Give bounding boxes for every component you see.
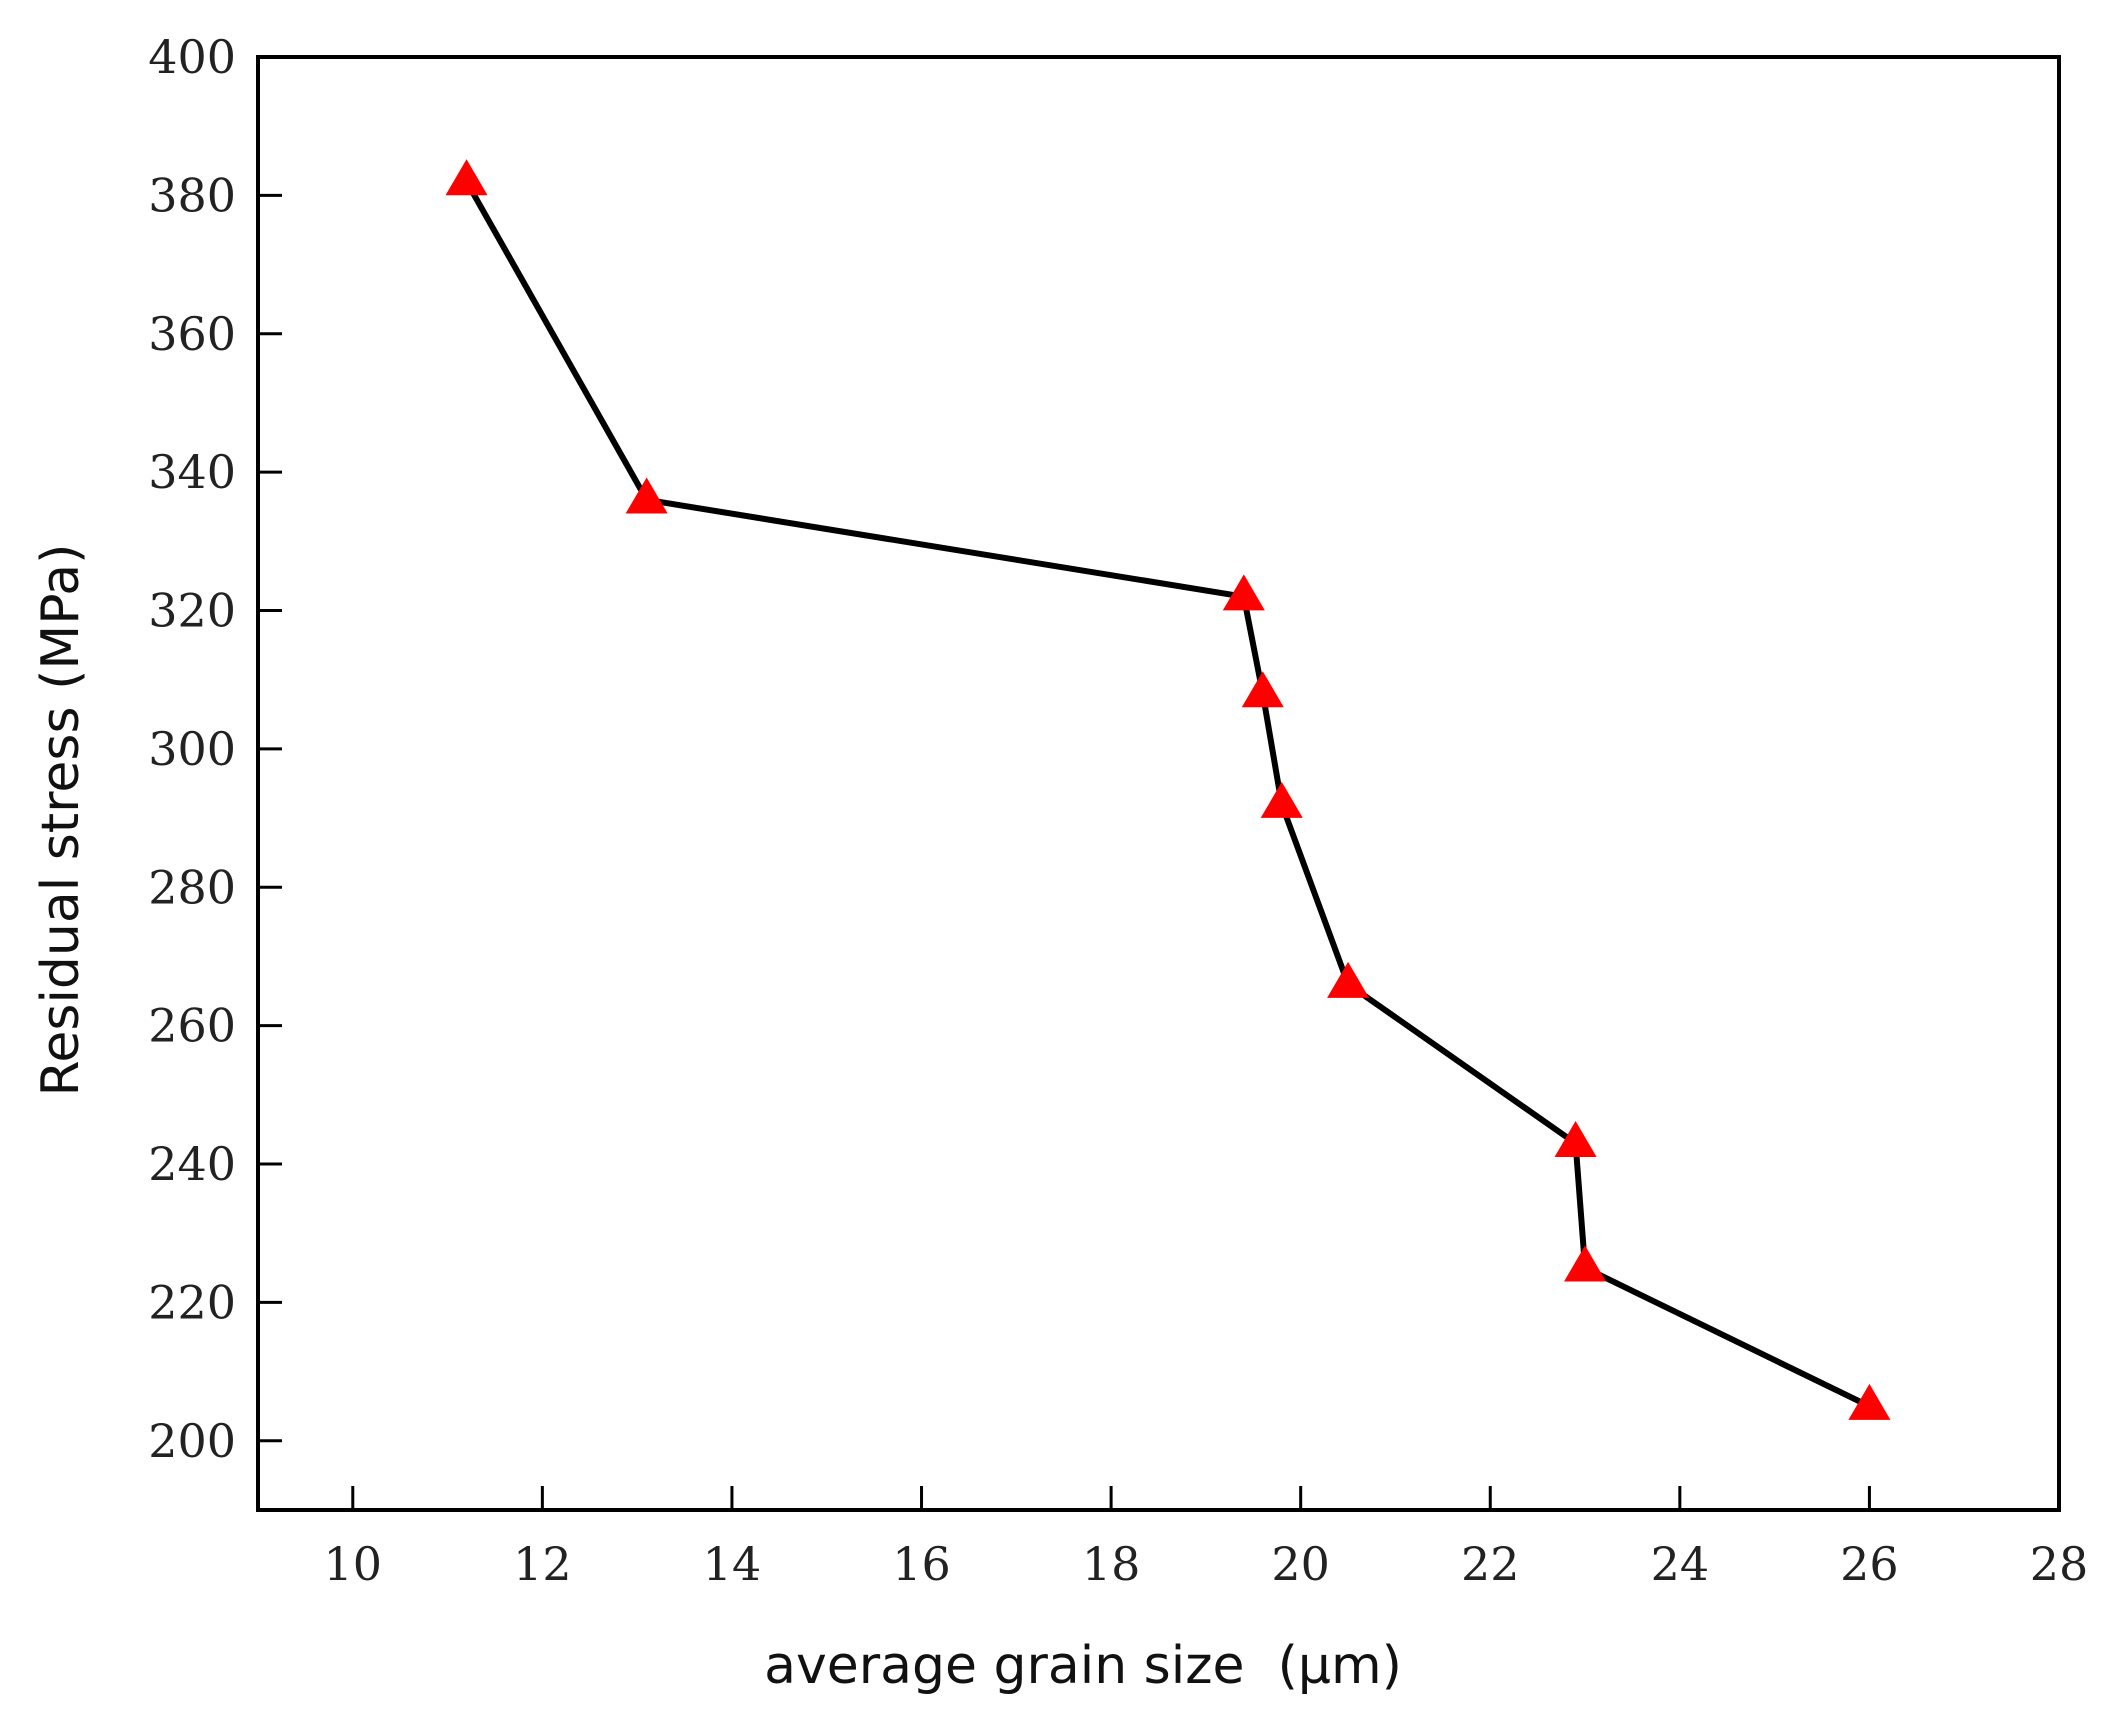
x-tick-label: 20 [1271, 1537, 1330, 1591]
y-tick-label: 380 [148, 168, 236, 222]
data-point-triangle [625, 477, 668, 514]
series-line [463, 180, 1871, 1409]
x-tick-label: 12 [513, 1537, 572, 1591]
plot-area [256, 55, 2061, 1512]
data-point-triangle [445, 159, 488, 196]
data-point-triangle [1564, 1245, 1607, 1282]
y-tick-label: 240 [148, 1137, 236, 1191]
y-tick-label: 320 [148, 584, 236, 638]
data-point-triangle [1222, 574, 1265, 611]
data-point-triangle [1848, 1383, 1891, 1420]
y-tick-label: 400 [148, 30, 236, 84]
x-axis-title: average grain size (μm) [764, 1636, 1402, 1696]
plot-frame [256, 55, 2061, 1512]
y-tick-label: 340 [148, 445, 236, 499]
x-tick-label: 26 [1840, 1537, 1899, 1591]
data-point-triangle [1327, 961, 1370, 998]
x-tick-label: 14 [703, 1537, 762, 1591]
series-layer [445, 159, 1891, 1420]
y-axis-ticks: 200 220 240 260 280 300 320 340 360 380 400 [148, 30, 282, 1468]
y-tick-label: 260 [148, 999, 236, 1053]
y-tick-label: 300 [148, 722, 236, 776]
x-axis-ticks: 10 12 14 16 18 20 22 24 26 28 [324, 1486, 2089, 1591]
x-tick-label: 22 [1461, 1537, 1520, 1591]
x-tick-label: 10 [324, 1537, 383, 1591]
y-tick-label: 280 [148, 860, 236, 914]
x-tick-label: 18 [1082, 1537, 1141, 1591]
y-tick-label: 220 [148, 1275, 236, 1329]
y-tick-label: 360 [148, 307, 236, 361]
x-tick-label: 28 [2030, 1537, 2089, 1591]
data-point-triangle [1554, 1120, 1597, 1157]
data-point-triangle [1241, 671, 1284, 708]
x-tick-label: 24 [1651, 1537, 1710, 1591]
y-tick-label: 200 [148, 1414, 236, 1468]
data-point-triangle [1260, 781, 1303, 818]
x-tick-label: 16 [892, 1537, 951, 1591]
y-axis-title: Residual stress (MPa) [31, 544, 91, 1097]
